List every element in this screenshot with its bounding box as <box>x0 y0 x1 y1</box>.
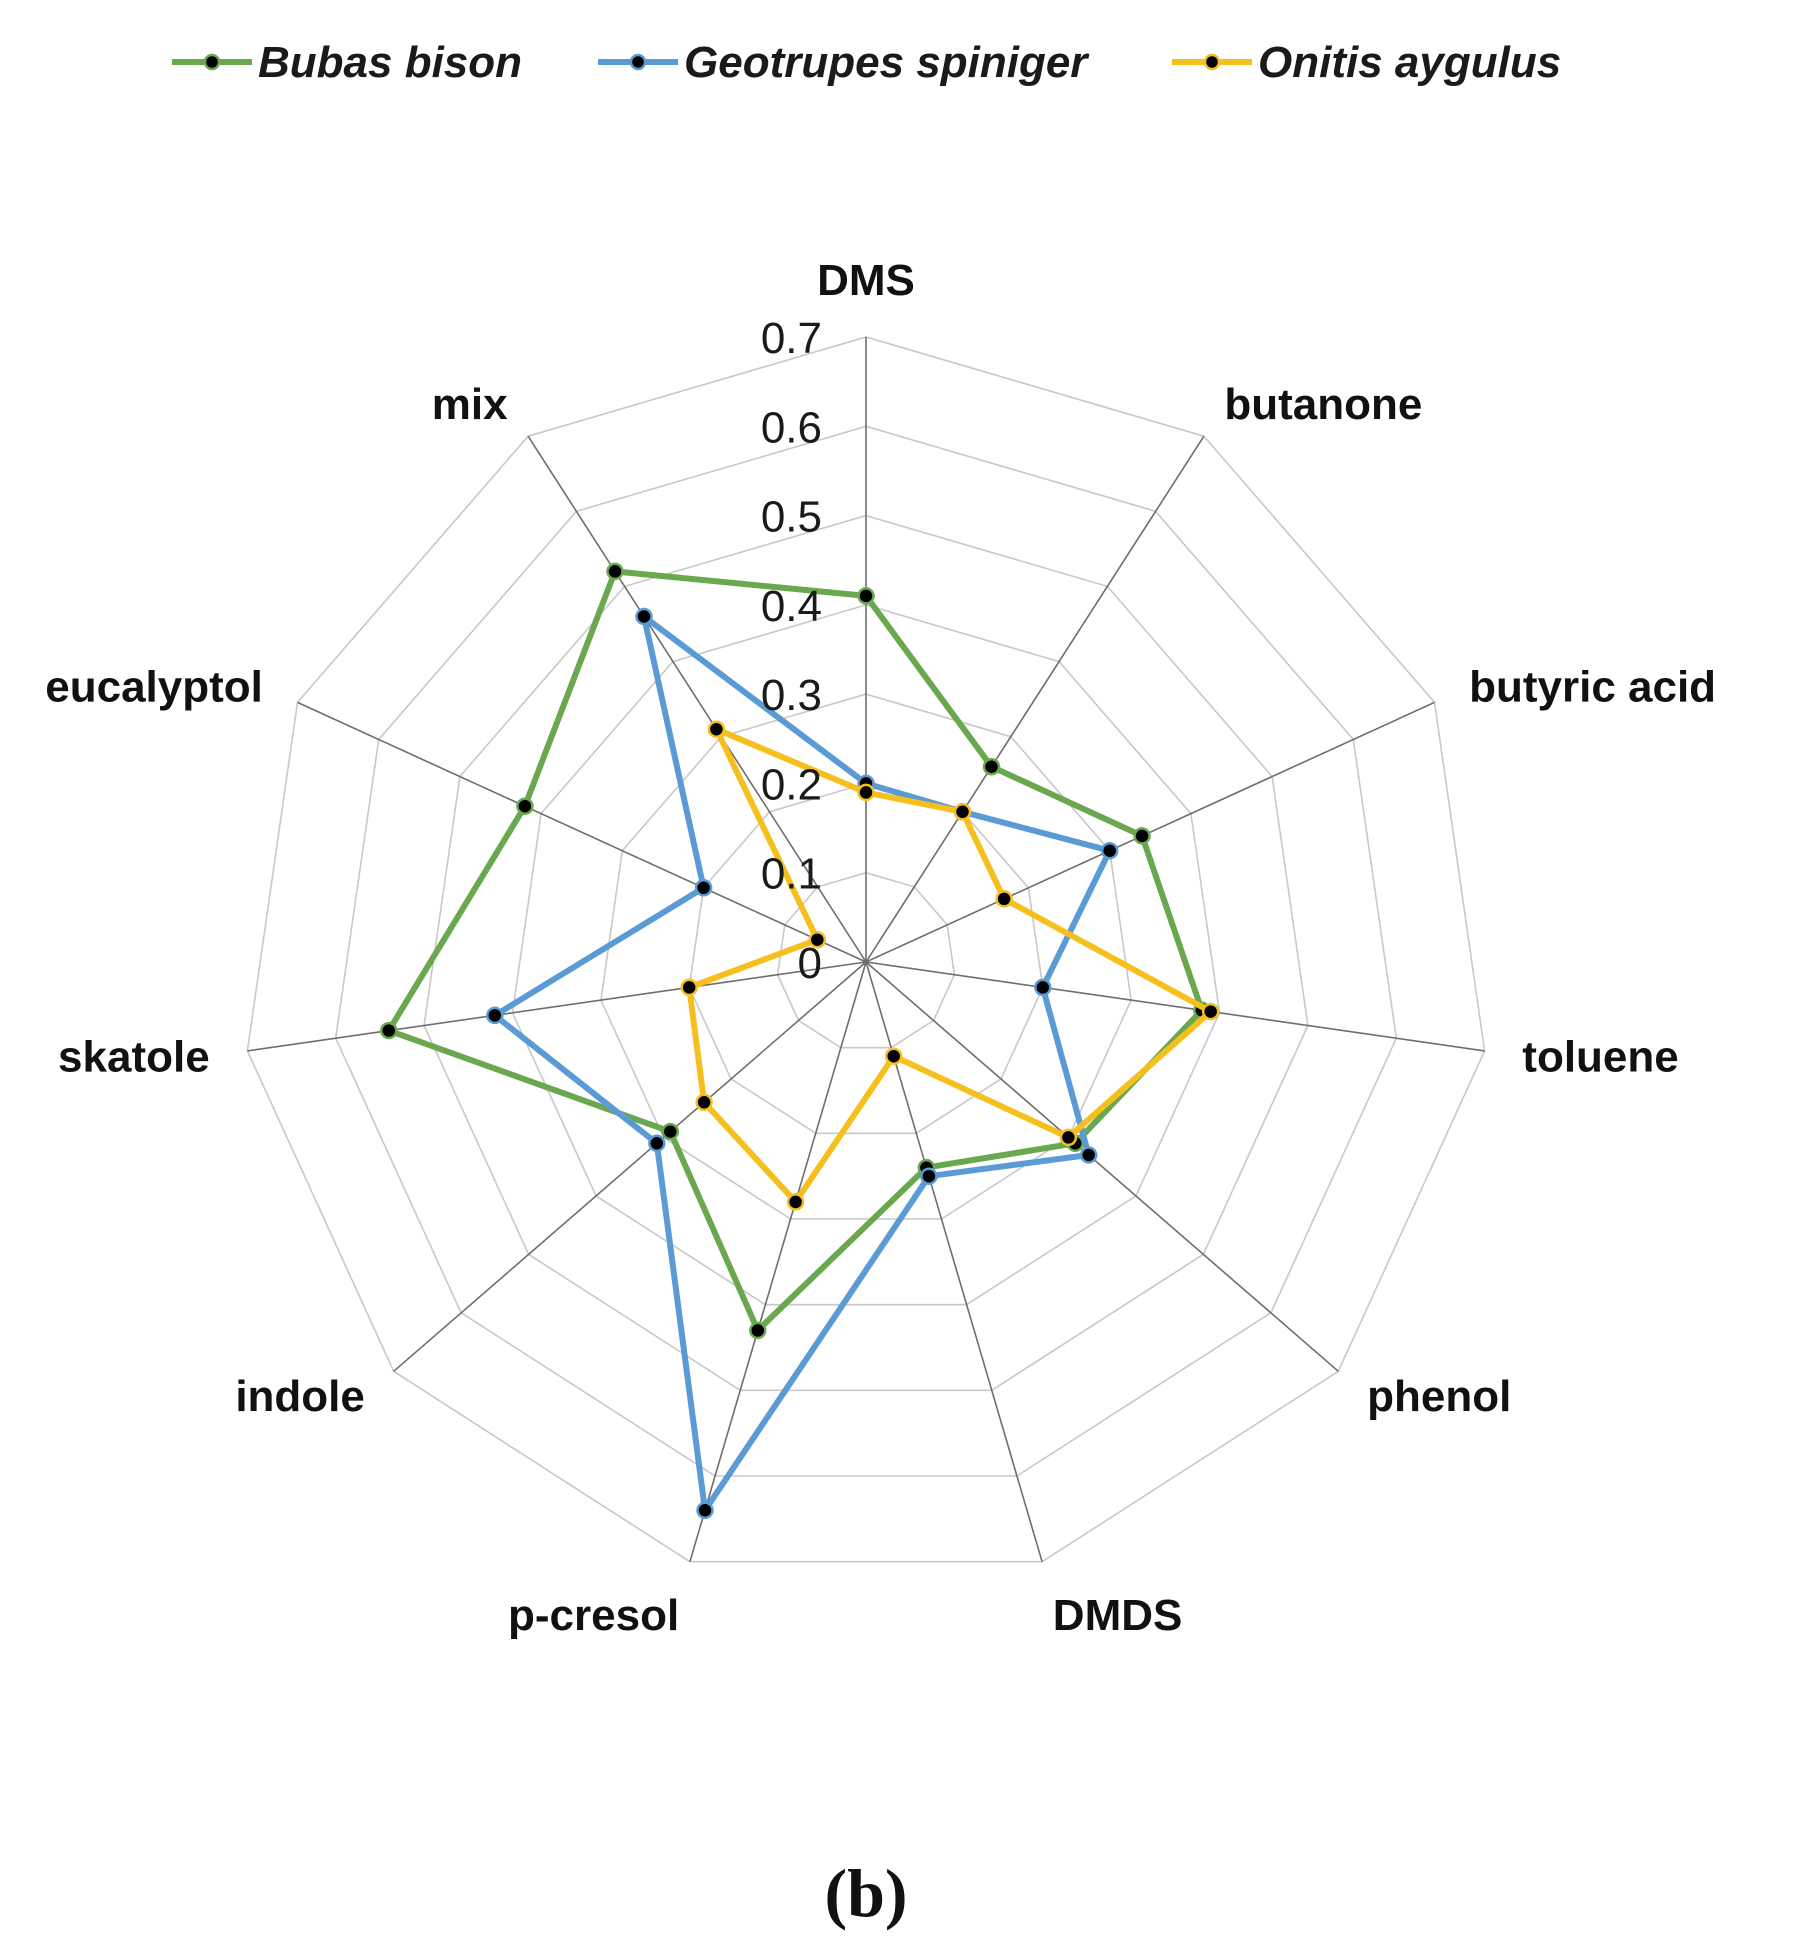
point-onitis-aygulus-skatole <box>680 978 698 997</box>
axis-label-dms: DMS <box>817 256 915 305</box>
axis-label-dmds: DMDS <box>1053 1591 1183 1640</box>
point-bubas-bison-skatole <box>380 1021 398 1040</box>
point-onitis-aygulus-mix <box>707 720 726 738</box>
point-onitis-aygulus-eucalyptol <box>808 930 827 949</box>
point-onitis-aygulus-butyric-acid <box>995 890 1013 908</box>
point-geotrupes-spiniger-eucalyptol <box>694 879 713 897</box>
point-onitis-aygulus-dms <box>857 783 875 802</box>
spoke-phenol <box>865 961 1339 1372</box>
point-bubas-bison-mix <box>606 562 624 581</box>
legend-marker-bubas-bison <box>203 53 221 71</box>
axis-label-indole: indole <box>235 1372 365 1421</box>
legend-label-onitis-aygulus: Onitis aygulus <box>1258 38 1561 87</box>
tick-label: 0.4 <box>761 582 822 631</box>
axis-labels: DMS butanone butyric acid toluene phenol DMDS… <box>45 256 1716 1640</box>
tick-label: 0.6 <box>761 403 822 452</box>
spoke-indole <box>393 961 867 1372</box>
point-bubas-bison-butanone <box>982 757 1001 776</box>
spoke-toluene <box>865 961 1485 1052</box>
legend: Bubas bison Geotrupes spiniger Onitis aygu… <box>172 38 1561 87</box>
series-line-geotrupes-spiniger <box>491 613 1113 1514</box>
legend-label-bubas-bison: Bubas bison <box>258 38 522 87</box>
grid-ring-4 <box>511 604 1221 1306</box>
point-geotrupes-spiniger-skatole <box>486 1006 504 1025</box>
tick-label: 0.7 <box>761 314 822 363</box>
grid-ring-3 <box>600 693 1132 1220</box>
tick-label: 0.5 <box>761 493 822 542</box>
point-bubas-bison-butyric-acid <box>1133 827 1151 845</box>
point-geotrupes-spiniger-mix <box>635 607 653 626</box>
point-geotrupes-spiniger-p-cresol <box>696 1501 714 1520</box>
legend-marker-geotrupes-spiniger <box>629 53 647 71</box>
grid-ring-5 <box>423 514 1309 1392</box>
axis-label-butanone: butanone <box>1224 380 1422 429</box>
point-onitis-aygulus-dmds <box>884 1047 903 1065</box>
grid-ring-7 <box>246 336 1486 1563</box>
grid-ring-2 <box>688 782 1044 1135</box>
radar-grid <box>246 336 1486 1563</box>
point-onitis-aygulus-p-cresol <box>786 1193 805 1211</box>
axis-label-skatole: skatole <box>58 1032 210 1081</box>
grid-ring-1 <box>776 871 956 1049</box>
spoke-butanone <box>865 435 1205 963</box>
axis-label-mix: mix <box>432 380 508 429</box>
series-bubas-bison <box>380 562 1211 1340</box>
spoke-p-cresol <box>689 961 867 1562</box>
legend-marker-onitis-aygulus <box>1203 53 1221 71</box>
point-bubas-bison-indole <box>661 1122 680 1141</box>
legend-item-geotrupes-spiniger: Geotrupes spiniger <box>598 38 1090 87</box>
point-geotrupes-spiniger-indole <box>648 1134 666 1153</box>
legend-item-bubas-bison: Bubas bison <box>172 38 522 87</box>
spoke-eucalyptol <box>297 701 867 963</box>
axis-label-p-cresol: p-cresol <box>508 1591 679 1640</box>
axis-label-butyric-acid: butyric acid <box>1469 663 1716 712</box>
axis-label-eucalyptol: eucalyptol <box>45 663 263 712</box>
tick-label: 0.1 <box>761 850 822 899</box>
radial-tick-labels: 0 0.1 0.2 0.3 0.4 0.5 0.6 0.7 <box>761 314 822 988</box>
radar-spokes <box>247 337 1485 1562</box>
point-geotrupes-spiniger-butyric-acid <box>1100 841 1119 860</box>
point-onitis-aygulus-butanone <box>953 803 972 821</box>
point-geotrupes-spiniger-phenol <box>1079 1146 1098 1164</box>
series-line-bubas-bison <box>385 568 1205 1334</box>
point-geotrupes-spiniger-dmds <box>920 1167 938 1185</box>
legend-item-onitis-aygulus: Onitis aygulus <box>1172 38 1561 87</box>
point-bubas-bison-eucalyptol <box>516 797 534 815</box>
point-geotrupes-spiniger-toluene <box>1034 978 1052 997</box>
radar-series <box>380 562 1220 1520</box>
panel-label: (b) <box>824 1855 907 1931</box>
point-bubas-bison-dms <box>857 587 875 605</box>
series-onitis-aygulus <box>680 720 1220 1211</box>
axis-label-phenol: phenol <box>1367 1372 1511 1421</box>
spoke-skatole <box>247 961 867 1052</box>
grid-ring-6 <box>334 425 1398 1477</box>
axis-label-toluene: toluene <box>1522 1032 1678 1081</box>
point-onitis-aygulus-phenol <box>1059 1128 1078 1147</box>
series-geotrupes-spiniger <box>486 607 1119 1520</box>
spoke-butyric-acid <box>865 701 1435 963</box>
series-line-onitis-aygulus <box>686 726 1214 1205</box>
point-bubas-bison-p-cresol <box>749 1321 767 1340</box>
tick-label: 0.2 <box>761 760 822 809</box>
point-onitis-aygulus-toluene <box>1201 1002 1220 1021</box>
tick-label: 0 <box>798 939 822 988</box>
point-onitis-aygulus-indole <box>695 1093 713 1112</box>
legend-label-geotrupes-spiniger: Geotrupes spiniger <box>684 38 1090 87</box>
spoke-mix <box>527 435 867 963</box>
tick-label: 0.3 <box>761 671 822 720</box>
